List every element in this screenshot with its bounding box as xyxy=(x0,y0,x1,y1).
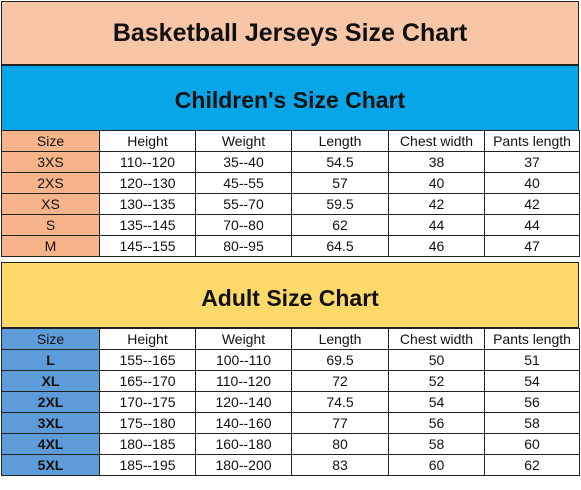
pants-length-cell: 56 xyxy=(484,391,580,413)
weight-cell: 160--180 xyxy=(195,433,292,455)
height-cell: 175--180 xyxy=(99,412,196,434)
size-cell: 3XL xyxy=(1,412,100,434)
children-header-row: Size Height Weight Length Chest width Pa… xyxy=(1,130,580,152)
length-cell: 64.5 xyxy=(291,235,389,257)
chest-width-cell: 40 xyxy=(388,172,485,194)
size-cell: 5XL xyxy=(1,454,100,476)
chest-width-cell: 44 xyxy=(388,214,485,236)
pants-length-cell: 37 xyxy=(484,151,580,173)
weight-cell: 110--120 xyxy=(195,370,292,392)
weight-cell: 120--140 xyxy=(195,391,292,413)
length-cell: 59.5 xyxy=(291,193,389,215)
pants-length-cell: 62 xyxy=(484,454,580,476)
length-cell: 74.5 xyxy=(291,391,389,413)
chest-width-cell: 42 xyxy=(388,193,485,215)
table-row: XS 130--135 55--70 59.5 42 42 xyxy=(1,193,580,215)
height-cell: 145--155 xyxy=(99,235,196,257)
table-row: M 145--155 80--95 64.5 46 47 xyxy=(1,235,580,257)
table-row: 3XL 175--180 140--160 77 56 58 xyxy=(1,412,580,434)
weight-cell: 55--70 xyxy=(195,193,292,215)
table-row: 2XS 120--130 45--55 57 40 40 xyxy=(1,172,580,194)
chest-width-cell: 46 xyxy=(388,235,485,257)
column-header-length: Length xyxy=(291,130,389,152)
table-row: 3XS 110--120 35--40 54.5 38 37 xyxy=(1,151,580,173)
size-cell: XL xyxy=(1,370,100,392)
size-cell: 2XS xyxy=(1,172,100,194)
weight-cell: 45--55 xyxy=(195,172,292,194)
column-header-weight: Weight xyxy=(195,130,292,152)
chart-title: Basketball Jerseys Size Chart xyxy=(1,1,579,65)
chest-width-cell: 54 xyxy=(388,391,485,413)
size-cell: XS xyxy=(1,193,100,215)
chest-width-cell: 56 xyxy=(388,412,485,434)
height-cell: 185--195 xyxy=(99,454,196,476)
height-cell: 180--185 xyxy=(99,433,196,455)
size-cell: S xyxy=(1,214,100,236)
children-section-heading: Children's Size Chart xyxy=(1,65,579,131)
column-header-height: Height xyxy=(99,328,196,350)
column-header-length: Length xyxy=(291,328,389,350)
pants-length-cell: 42 xyxy=(484,193,580,215)
weight-cell: 70--80 xyxy=(195,214,292,236)
pants-length-cell: 51 xyxy=(484,349,580,371)
length-cell: 62 xyxy=(291,214,389,236)
column-header-size: Size xyxy=(1,328,100,350)
weight-cell: 100--110 xyxy=(195,349,292,371)
bottom-margin xyxy=(0,486,581,490)
adult-size-table: Size Height Weight Length Chest width Pa… xyxy=(1,328,580,476)
length-cell: 83 xyxy=(291,454,389,476)
table-row: L 155--165 100--110 69.5 50 51 xyxy=(1,349,580,371)
column-header-size: Size xyxy=(1,130,100,152)
height-cell: 130--135 xyxy=(99,193,196,215)
column-header-weight: Weight xyxy=(195,328,292,350)
height-cell: 110--120 xyxy=(99,151,196,173)
pants-length-cell: 47 xyxy=(484,235,580,257)
chest-width-cell: 58 xyxy=(388,433,485,455)
table-row: 5XL 185--195 180--200 83 60 62 xyxy=(1,454,580,476)
length-cell: 57 xyxy=(291,172,389,194)
table-row: S 135--145 70--80 62 44 44 xyxy=(1,214,580,236)
size-cell: 3XS xyxy=(1,151,100,173)
length-cell: 80 xyxy=(291,433,389,455)
length-cell: 54.5 xyxy=(291,151,389,173)
length-cell: 77 xyxy=(291,412,389,434)
pants-length-cell: 44 xyxy=(484,214,580,236)
table-row: XL 165--170 110--120 72 52 54 xyxy=(1,370,580,392)
pants-length-cell: 58 xyxy=(484,412,580,434)
height-cell: 120--130 xyxy=(99,172,196,194)
column-header-chest-width: Chest width xyxy=(388,130,485,152)
height-cell: 165--170 xyxy=(99,370,196,392)
table-row: 4XL 180--185 160--180 80 58 60 xyxy=(1,433,580,455)
column-header-height: Height xyxy=(99,130,196,152)
table-row: 2XL 170--175 120--140 74.5 54 56 xyxy=(1,391,580,413)
weight-cell: 35--40 xyxy=(195,151,292,173)
chest-width-cell: 50 xyxy=(388,349,485,371)
length-cell: 69.5 xyxy=(291,349,389,371)
chest-width-cell: 38 xyxy=(388,151,485,173)
adult-section-heading: Adult Size Chart xyxy=(1,262,579,328)
size-cell: 4XL xyxy=(1,433,100,455)
height-cell: 135--145 xyxy=(99,214,196,236)
column-header-chest-width: Chest width xyxy=(388,328,485,350)
weight-cell: 80--95 xyxy=(195,235,292,257)
weight-cell: 180--200 xyxy=(195,454,292,476)
height-cell: 155--165 xyxy=(99,349,196,371)
pants-length-cell: 60 xyxy=(484,433,580,455)
chest-width-cell: 60 xyxy=(388,454,485,476)
column-header-pants-length: Pants length xyxy=(484,328,580,350)
size-cell: 2XL xyxy=(1,391,100,413)
pants-length-cell: 54 xyxy=(484,370,580,392)
size-cell: M xyxy=(1,235,100,257)
size-cell: L xyxy=(1,349,100,371)
pants-length-cell: 40 xyxy=(484,172,580,194)
height-cell: 170--175 xyxy=(99,391,196,413)
weight-cell: 140--160 xyxy=(195,412,292,434)
adult-header-row: Size Height Weight Length Chest width Pa… xyxy=(1,328,580,350)
children-size-table: Size Height Weight Length Chest width Pa… xyxy=(1,130,580,257)
chest-width-cell: 52 xyxy=(388,370,485,392)
column-header-pants-length: Pants length xyxy=(484,130,580,152)
length-cell: 72 xyxy=(291,370,389,392)
